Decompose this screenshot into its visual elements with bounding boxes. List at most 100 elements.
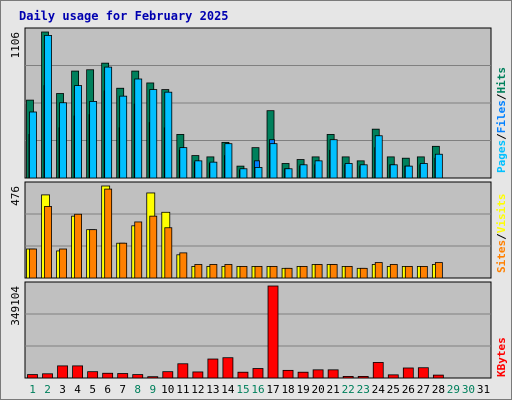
bar-kbytes-day-24 (372, 362, 384, 379)
bar-sites-day-16 (254, 266, 263, 279)
bar-kbytes-day-8 (132, 374, 144, 379)
x-tick-label-1: 1 (29, 383, 36, 396)
x-tick-label-30: 30 (462, 383, 475, 396)
bar-sites-day-26 (404, 266, 413, 279)
bar-sites-day-19 (299, 266, 308, 279)
x-tick-label-24: 24 (372, 383, 386, 396)
bar-sites-day-3 (59, 248, 67, 279)
bar-kbytes-day-26 (402, 367, 414, 379)
bar-sites-day-22 (344, 266, 353, 279)
legend-visits-sites-part: Sites (495, 240, 508, 273)
legend-hits-files-pages-part: Files (495, 100, 508, 133)
bar-pages-day-20 (314, 160, 323, 179)
x-tick-label-4: 4 (74, 383, 81, 396)
x-tick-label-5: 5 (89, 383, 96, 396)
x-tick-label-29: 29 (447, 383, 460, 396)
bar-kbytes-day-20 (312, 369, 324, 379)
bar-kbytes-day-1 (27, 374, 38, 379)
bar-pages-day-19 (299, 164, 308, 179)
x-tick-label-26: 26 (402, 383, 415, 396)
bar-kbytes-day-25 (387, 374, 399, 379)
bar-pages-day-14 (224, 143, 233, 179)
bar-kbytes-day-19 (297, 371, 309, 379)
y-max-label: 476 (9, 186, 22, 206)
bar-pages-day-28 (434, 153, 443, 179)
bar-kbytes-day-3 (57, 365, 68, 379)
bar-pages-day-11 (179, 147, 188, 179)
x-tick-label-6: 6 (104, 383, 111, 396)
bar-pages-day-23 (359, 164, 368, 179)
bar-kbytes-day-10 (162, 371, 174, 379)
bar-pages-day-1 (29, 111, 37, 179)
bar-pages-day-13 (209, 161, 218, 179)
bar-pages-day-27 (419, 163, 428, 179)
bar-sites-day-21 (329, 264, 338, 279)
x-tick-label-18: 18 (281, 383, 294, 396)
bar-sites-day-8 (134, 221, 143, 279)
bar-kbytes-day-28 (432, 374, 444, 379)
legend-hits-files-pages: Pages/Files/Hits (495, 67, 508, 173)
panel-kbytes (24, 281, 492, 379)
x-tick-label-7: 7 (119, 383, 126, 396)
bar-sites-day-18 (284, 267, 293, 279)
bar-pages-day-16 (254, 167, 263, 179)
bar-pages-day-4 (74, 85, 82, 179)
x-tick-label-23: 23 (357, 383, 370, 396)
bar-pages-day-15 (239, 168, 248, 179)
bar-sites-day-14 (224, 264, 233, 279)
bar-sites-day-9 (149, 215, 158, 279)
bar-kbytes-day-13 (207, 358, 219, 379)
bar-pages-day-26 (404, 165, 413, 179)
x-tick-label-22: 22 (342, 383, 355, 396)
bar-pages-day-9 (149, 89, 158, 179)
bar-sites-day-23 (359, 267, 368, 279)
bar-pages-day-8 (134, 78, 143, 179)
x-tick-label-14: 14 (221, 383, 235, 396)
bar-pages-day-17 (269, 143, 278, 179)
bar-sites-day-1 (29, 248, 37, 279)
bar-kbytes-day-18 (282, 369, 294, 379)
bar-kbytes-day-11 (177, 363, 189, 379)
bar-kbytes-day-9 (147, 376, 159, 379)
bar-sites-day-24 (374, 262, 383, 279)
bar-kbytes-day-27 (417, 367, 429, 379)
bar-pages-day-12 (194, 160, 203, 179)
legend-hits-files-pages-part: / (495, 93, 508, 100)
bar-sites-day-27 (419, 266, 428, 279)
legend-visits-sites-part: Visits (495, 194, 508, 234)
bar-kbytes-day-7 (117, 373, 129, 379)
x-tick-label-25: 25 (387, 383, 400, 396)
x-tick-label-17: 17 (266, 383, 279, 396)
y-max-label: 1106 (9, 32, 22, 59)
bar-pages-day-21 (329, 139, 338, 179)
bar-pages-day-25 (389, 164, 398, 179)
bar-kbytes-day-16 (252, 368, 264, 379)
x-tick-label-12: 12 (191, 383, 204, 396)
bar-sites-day-20 (314, 264, 323, 279)
bar-kbytes-day-23 (357, 376, 369, 379)
legend-kbytes-part: KBytes (495, 337, 508, 377)
y-max-label: 349104 (9, 286, 22, 326)
legend-visits-sites: Sites/Visits (495, 194, 508, 274)
bar-sites-day-12 (194, 264, 203, 279)
bar-pages-day-7 (119, 95, 128, 179)
x-tick-label-10: 10 (161, 383, 174, 396)
x-tick-label-16: 16 (251, 383, 264, 396)
x-tick-label-8: 8 (134, 383, 141, 396)
x-tick-label-31: 31 (477, 383, 490, 396)
bar-sites-day-10 (164, 227, 173, 279)
legend-visits-sites-part: / (495, 233, 508, 240)
bar-sites-day-6 (104, 188, 113, 279)
x-tick-label-11: 11 (176, 383, 189, 396)
legend-hits-files-pages-part: Pages (495, 140, 508, 173)
x-tick-label-2: 2 (44, 383, 51, 396)
bar-pages-day-2 (44, 35, 52, 179)
bar-kbytes-day-22 (342, 376, 354, 379)
x-tick-label-3: 3 (59, 383, 66, 396)
bar-sites-day-28 (434, 262, 443, 279)
bar-sites-day-25 (389, 264, 398, 279)
bar-kbytes-day-12 (192, 371, 204, 379)
bar-pages-day-3 (59, 102, 67, 179)
